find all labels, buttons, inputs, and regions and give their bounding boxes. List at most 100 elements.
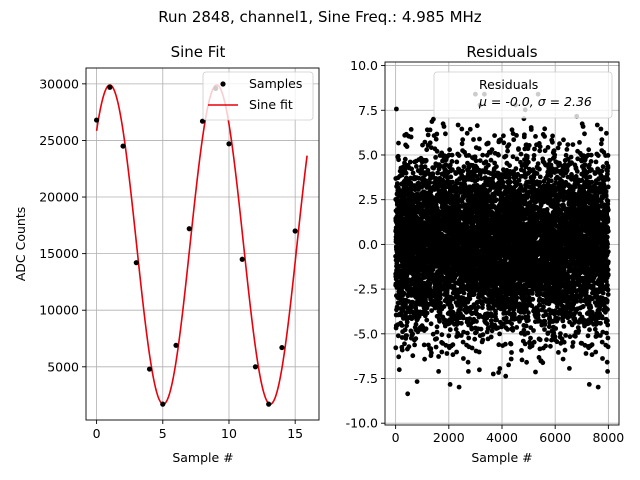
residual-point bbox=[454, 349, 459, 355]
residual-point bbox=[414, 379, 420, 384]
sample-point bbox=[186, 226, 192, 232]
residual-point bbox=[503, 341, 508, 347]
residual-point bbox=[474, 123, 480, 129]
residual-point bbox=[496, 152, 501, 158]
residual-point bbox=[505, 327, 510, 332]
left-ytick-label: 20000 bbox=[39, 190, 79, 205]
residual-point bbox=[489, 328, 495, 334]
residual-point bbox=[501, 133, 506, 139]
residual-point bbox=[488, 334, 494, 340]
left-ytick-label: 30000 bbox=[39, 76, 79, 91]
residual-point bbox=[396, 367, 402, 373]
residual-point bbox=[399, 335, 405, 340]
residual-point bbox=[466, 369, 471, 374]
residual-point bbox=[433, 136, 439, 142]
residual-point bbox=[396, 140, 401, 146]
sample-point bbox=[226, 141, 232, 147]
residual-point bbox=[514, 295, 520, 301]
residual-point bbox=[395, 181, 400, 186]
residual-point bbox=[489, 147, 495, 153]
residual-point bbox=[423, 158, 429, 164]
residual-point bbox=[494, 164, 499, 170]
legend-samples-label: Samples bbox=[249, 76, 302, 91]
residual-point bbox=[509, 350, 514, 355]
residual-point bbox=[480, 337, 486, 343]
residual-point bbox=[404, 323, 409, 329]
residual-point bbox=[514, 133, 519, 138]
residual-point bbox=[503, 373, 509, 379]
residual-point bbox=[413, 321, 419, 327]
residual-point bbox=[480, 302, 485, 307]
left-ytick-label: 5000 bbox=[47, 359, 79, 374]
residual-point bbox=[450, 342, 456, 348]
residual-point bbox=[427, 140, 433, 146]
residual-point bbox=[459, 320, 464, 326]
residual-point bbox=[405, 391, 411, 397]
residual-point bbox=[395, 300, 401, 306]
sample-point bbox=[133, 260, 139, 266]
residual-point bbox=[497, 331, 502, 337]
residual-point bbox=[455, 122, 461, 128]
residual-point bbox=[413, 336, 419, 341]
residual-point bbox=[503, 315, 509, 321]
residual-point bbox=[422, 139, 428, 145]
residual-point bbox=[490, 371, 496, 377]
residual-point bbox=[408, 134, 414, 140]
residual-point bbox=[467, 126, 473, 132]
residual-point bbox=[507, 179, 513, 185]
residual-point bbox=[428, 321, 434, 327]
residual-point bbox=[402, 327, 408, 333]
left-xtick-label: 15 bbox=[287, 426, 303, 441]
left-ytick-label: 15000 bbox=[39, 246, 79, 261]
residual-point bbox=[447, 327, 453, 333]
right-title: Residuals bbox=[466, 43, 537, 61]
left-ytick-label: 10000 bbox=[39, 303, 79, 318]
residual-point bbox=[434, 324, 440, 330]
residual-point bbox=[505, 148, 510, 154]
left-axes: Sine Fit 0 5 10 15 500010000150002000025000… bbox=[13, 43, 320, 465]
residual-point bbox=[471, 137, 476, 142]
residual-point bbox=[434, 131, 440, 137]
residual-point bbox=[447, 382, 453, 387]
sine-fit-line bbox=[95, 84, 308, 405]
legend-fit-label: Sine fit bbox=[249, 97, 293, 112]
residual-point bbox=[403, 170, 409, 176]
residual-point bbox=[410, 331, 415, 337]
residual-point bbox=[399, 347, 405, 353]
sample-point bbox=[266, 401, 272, 407]
residual-point bbox=[486, 162, 491, 168]
residual-point bbox=[434, 148, 440, 154]
sample-point bbox=[120, 143, 126, 149]
left-frame bbox=[85, 67, 320, 421]
residual-point bbox=[456, 384, 462, 390]
residual-point bbox=[404, 333, 409, 338]
residual-point bbox=[422, 164, 428, 170]
residual-point bbox=[522, 341, 528, 347]
residual-point bbox=[399, 323, 405, 328]
left-xtick-label: 5 bbox=[159, 426, 167, 441]
residual-point bbox=[454, 159, 460, 165]
residual-point bbox=[474, 319, 479, 324]
residual-point bbox=[523, 323, 529, 329]
sample-point bbox=[292, 228, 298, 234]
sample-point bbox=[146, 366, 153, 372]
residual-point bbox=[519, 348, 524, 353]
residual-point bbox=[439, 349, 445, 355]
residual-points bbox=[393, 91, 611, 397]
residual-point bbox=[521, 327, 527, 333]
left-ylabel: ADC Counts bbox=[13, 207, 28, 282]
residual-point bbox=[449, 159, 455, 164]
residual-point bbox=[511, 137, 517, 143]
sample-point bbox=[93, 117, 100, 123]
residual-point bbox=[406, 344, 412, 350]
residual-point bbox=[443, 131, 448, 137]
residual-point bbox=[494, 197, 499, 203]
residual-point bbox=[395, 333, 401, 339]
residual-point bbox=[507, 163, 512, 169]
residual-point bbox=[477, 136, 482, 142]
right-axes: Residuals 0 2000 4000 6000 8000 -10.0-7.5-5.… bbox=[346, 43, 625, 465]
residual-point bbox=[510, 327, 516, 333]
sample-point bbox=[279, 344, 285, 351]
residual-point bbox=[404, 319, 410, 325]
